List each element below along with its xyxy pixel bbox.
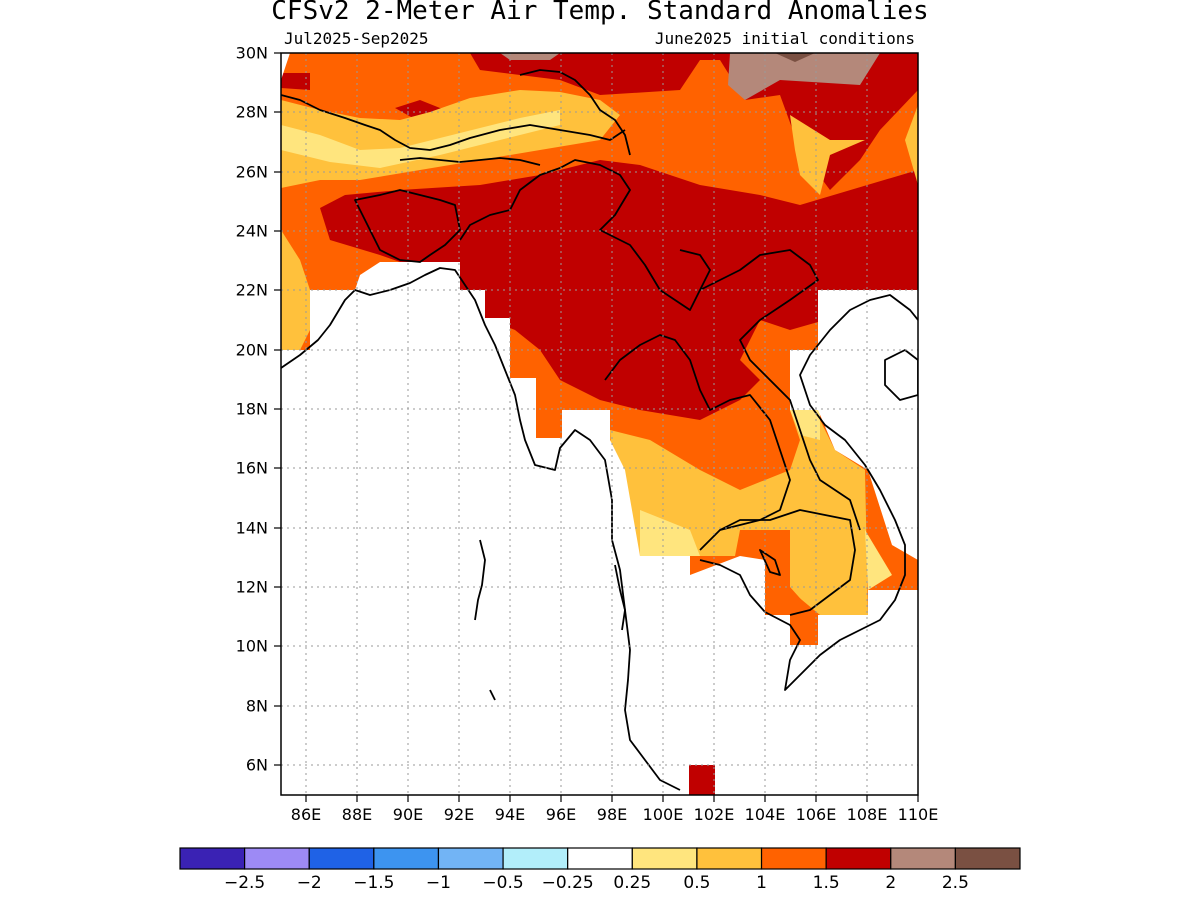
colorbar-label: −1 xyxy=(426,873,451,893)
border-laos xyxy=(699,249,861,531)
coastline-nicobar xyxy=(489,689,496,701)
map-frame xyxy=(280,52,919,796)
lon-label: 96E xyxy=(546,805,576,824)
coastline-mergui xyxy=(614,564,626,631)
colorbar-box xyxy=(760,847,827,870)
lat-label: 20N xyxy=(236,341,268,360)
lat-label: 10N xyxy=(236,637,268,656)
field-1.5-2-nw xyxy=(281,73,310,90)
lon-label: 100E xyxy=(643,805,684,824)
borders-and-coastlines xyxy=(281,69,918,791)
border-cambodia xyxy=(719,509,856,616)
lat-label: 28N xyxy=(236,103,268,122)
latitude-labels: 30N 28N 26N 24N 22N 20N 18N 16N 14N 12N … xyxy=(236,44,268,775)
field-2-2.5-top xyxy=(500,53,560,60)
field-2.5-ne-top xyxy=(775,53,815,62)
lat-label: 8N xyxy=(246,697,268,716)
colorbar-label: 0.25 xyxy=(613,873,651,893)
lon-label: 88E xyxy=(342,805,372,824)
lat-label: 6N xyxy=(246,756,268,775)
colorbar-box xyxy=(373,847,440,870)
map-title: CFSv2 2-Meter Air Temp. Standard Anomali… xyxy=(271,0,929,26)
lon-label: 106E xyxy=(796,805,837,824)
colorbar-box xyxy=(890,847,956,870)
field-1-east-edge xyxy=(905,105,918,185)
colorbar-label: −2 xyxy=(297,873,322,893)
lat-label: 14N xyxy=(236,519,268,538)
lat-label: 12N xyxy=(236,578,268,597)
colorbar-label: −1.5 xyxy=(353,873,394,893)
colorbar-labels: −2.5 −2 −1.5 −1 −0.5 −0.25 0.25 0.5 1 1.5 2 2.5 xyxy=(224,873,969,893)
field-1.5-south-a xyxy=(765,587,815,615)
latitude-ticks xyxy=(274,52,281,766)
colorbar-box xyxy=(567,847,633,870)
lat-label: 30N xyxy=(236,44,268,63)
lon-label: 110E xyxy=(898,805,939,824)
lat-label: 16N xyxy=(236,459,268,478)
field-0.5-south xyxy=(640,510,700,556)
colorbar-label: 1.5 xyxy=(813,873,840,893)
lon-label: 90E xyxy=(393,805,423,824)
initial-conditions: June2025 initial conditions xyxy=(654,29,915,48)
lat-label: 24N xyxy=(236,222,268,241)
border-bhutan-nepal xyxy=(281,94,626,151)
colorbar-label: 2 xyxy=(885,873,896,893)
field-0.5-se-b xyxy=(865,530,892,590)
blank-area-gulf xyxy=(790,290,918,560)
border-bangladesh xyxy=(354,189,461,263)
colorbar-label: 2.5 xyxy=(942,873,969,893)
colorbar-box xyxy=(502,847,569,870)
lon-label: 86E xyxy=(291,805,321,824)
colorbar-box xyxy=(244,847,310,870)
colorbar-box xyxy=(179,847,246,870)
coastline-india xyxy=(281,267,681,791)
coastline-andaman xyxy=(474,539,486,621)
colorbar-box xyxy=(696,847,763,870)
colorbar-boxes xyxy=(179,847,1021,870)
gridlines xyxy=(281,53,918,795)
colorbar-box xyxy=(825,847,892,870)
colorbar-box xyxy=(954,847,1021,870)
field-1-ne xyxy=(790,115,865,195)
colorbar-box xyxy=(308,847,375,870)
forecast-period: Jul2025-Sep2025 xyxy=(284,29,429,48)
field-2-south-tip xyxy=(689,765,715,795)
colorbar-label: −2.5 xyxy=(224,873,265,893)
colorbar: −2.5 −2 −1.5 −1 −0.5 −0.25 0.25 0.5 1 1.5 2 2.5 xyxy=(179,847,1021,893)
field-1.5-south-b xyxy=(790,615,818,645)
field-1-west xyxy=(281,230,310,350)
colorbar-box xyxy=(437,847,504,870)
lon-label: 104E xyxy=(745,805,786,824)
border-china xyxy=(519,69,631,156)
field-0.5-se-a xyxy=(790,410,820,440)
blank-area-north-sliver xyxy=(281,53,290,80)
anomaly-fields xyxy=(281,53,918,795)
lat-label: 18N xyxy=(236,400,268,419)
field-2-2.5-ne xyxy=(728,53,880,100)
lon-label: 98E xyxy=(597,805,627,824)
coastline-tonle-sap xyxy=(759,549,781,576)
lat-label: 22N xyxy=(236,281,268,300)
longitude-ticks xyxy=(305,795,919,802)
longitude-labels: 86E 88E 90E 92E 94E 96E 98E 100E 102E 10… xyxy=(291,805,939,824)
colorbar-label: −0.25 xyxy=(542,873,594,893)
field-0.5-north-band xyxy=(281,110,560,168)
lon-label: 94E xyxy=(495,805,525,824)
border-india-myanmar xyxy=(399,157,541,166)
lat-label: 26N xyxy=(236,163,268,182)
lon-label: 102E xyxy=(694,805,735,824)
colorbar-label: 1 xyxy=(756,873,767,893)
coastline-indochina xyxy=(699,294,918,691)
lon-label: 108E xyxy=(847,805,888,824)
colorbar-label: 0.5 xyxy=(683,873,710,893)
border-myanmar xyxy=(459,159,711,311)
lon-label: 92E xyxy=(444,805,474,824)
field-1-south xyxy=(610,410,868,615)
colorbar-label: −0.5 xyxy=(482,873,523,893)
colorbar-box xyxy=(631,847,698,870)
